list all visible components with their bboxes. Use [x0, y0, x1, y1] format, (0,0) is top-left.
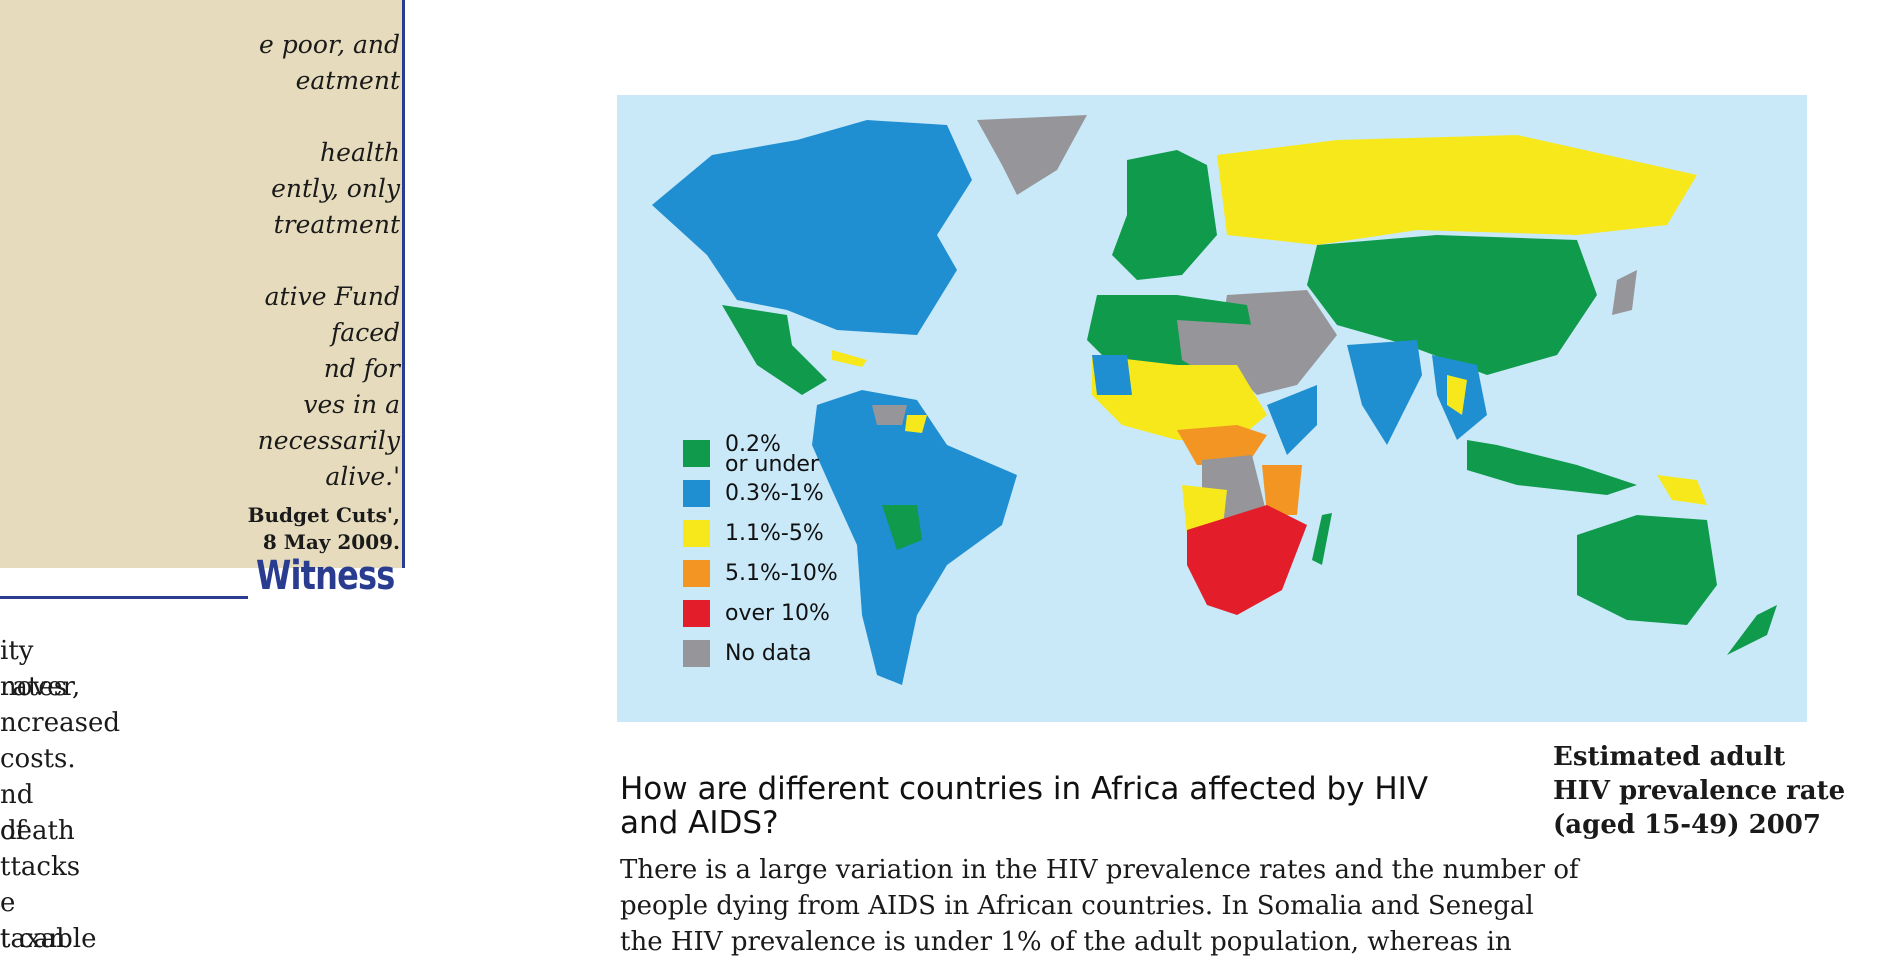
caption-line: HIV prevalence rate — [1553, 776, 1846, 806]
caribbean — [832, 350, 867, 367]
north-america — [652, 120, 972, 335]
legend-label: 1.1%-5% — [725, 521, 824, 546]
suriname — [905, 415, 927, 433]
west-africa-blue — [1092, 355, 1132, 395]
heading-line: How are different countries in Africa af… — [620, 771, 1429, 807]
legend-item: over 10% — [683, 600, 883, 630]
guianas — [872, 405, 907, 425]
legend-label: 0.2% — [725, 432, 781, 457]
quote-line: e poor, and — [259, 30, 400, 59]
heading-line: and AIDS? — [620, 805, 779, 841]
quote-line: treatment — [273, 210, 400, 239]
india — [1347, 340, 1422, 445]
quote-source: 8 May 2009. — [262, 530, 400, 554]
legend-label: 5.1%-10% — [725, 561, 838, 586]
body-line: costs. — [0, 744, 76, 774]
new-zealand — [1727, 605, 1777, 655]
central-africa-orange — [1177, 425, 1267, 465]
caption-line: Estimated adult — [1553, 742, 1786, 772]
map-caption: Estimated adult HIV prevalence rate (age… — [1553, 740, 1853, 842]
quote-line: ative Fund — [264, 282, 400, 311]
legend-swatch — [683, 600, 710, 627]
legend-label: No data — [725, 641, 812, 666]
legend-item: 0.3%-1% — [683, 480, 883, 510]
quote-line: faced — [331, 318, 400, 347]
indonesia — [1467, 440, 1637, 495]
europe — [1112, 150, 1217, 280]
quote-line: nd for — [323, 354, 400, 383]
legend-swatch — [683, 480, 710, 507]
body-line: t can — [0, 924, 66, 954]
quote-source: Budget Cuts', — [247, 503, 400, 527]
body-line: ity rates — [0, 636, 68, 702]
legend-swatch — [683, 440, 710, 467]
quote-line: ently, only — [271, 174, 400, 203]
section-paragraph: There is a large variation in the HIV pr… — [620, 852, 1579, 960]
paragraph-line: the HIV prevalence is under 1% of the ad… — [620, 927, 1512, 957]
japan — [1612, 270, 1637, 315]
quote-line: necessarily — [257, 426, 400, 455]
madagascar — [1312, 513, 1332, 565]
quote-line: alive.' — [325, 462, 400, 491]
legend-swatch — [683, 520, 710, 547]
body-line: ncreased — [0, 708, 120, 738]
quote-line: health — [320, 138, 400, 167]
bolivia — [882, 505, 922, 550]
paragraph-line: people dying from AIDS in African countr… — [620, 891, 1534, 921]
greenland — [977, 115, 1087, 195]
papua — [1657, 475, 1707, 505]
legend-label: over 10% — [725, 601, 830, 626]
legend-item: 1.1%-5% — [683, 520, 883, 550]
witness-rule — [0, 596, 248, 599]
body-line: ttacks — [0, 852, 81, 882]
legend-swatch — [683, 560, 710, 587]
quote-line: ves in a — [303, 390, 400, 419]
world-map-graphic — [652, 115, 1777, 685]
body-line: nd death — [0, 780, 75, 846]
section-heading: How are different countries in Africa af… — [620, 772, 1520, 840]
legend-item: 5.1%-10% — [683, 560, 883, 590]
asia-china — [1307, 235, 1597, 375]
russia — [1217, 135, 1697, 245]
legend-swatch — [683, 640, 710, 667]
quote-line: eatment — [295, 66, 400, 95]
body-line: nover, — [0, 672, 81, 702]
legend-label: 0.3%-1% — [725, 481, 824, 506]
paragraph-line: There is a large variation in the HIV pr… — [620, 855, 1579, 885]
southern-africa — [1187, 505, 1307, 615]
body-line: of — [0, 816, 26, 846]
quote-box: e poor, and eatment health ently, only t… — [0, 0, 405, 568]
east-africa-orange — [1262, 465, 1302, 515]
west-africa — [1092, 355, 1267, 440]
thailand — [1447, 375, 1467, 415]
caption-line: (aged 15-49) 2007 — [1553, 810, 1821, 840]
legend-item: No data — [683, 640, 883, 670]
witness-label: Witness — [256, 553, 395, 599]
east-africa-blue — [1267, 385, 1317, 455]
legend-sublabel: or under — [725, 452, 819, 477]
australia — [1577, 515, 1717, 625]
legend-item: 0.2% or under — [683, 434, 883, 476]
sahara-nodata — [1177, 320, 1267, 375]
world-map: 0.2% or under 0.3%-1% 1.1%-5% 5.1%-10% o… — [617, 95, 1807, 722]
central-america — [722, 305, 827, 395]
